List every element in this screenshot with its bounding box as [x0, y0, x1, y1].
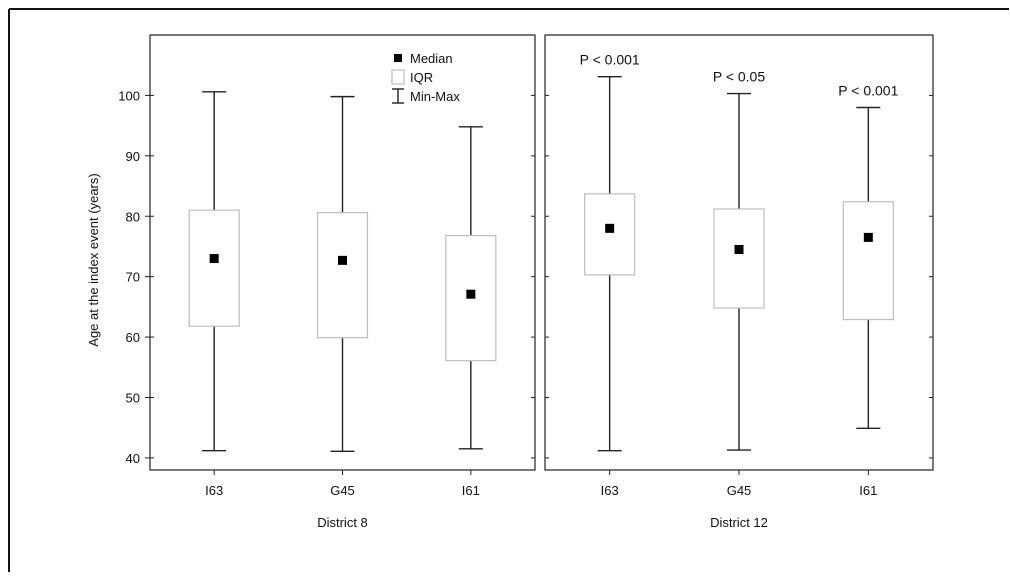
group-label: District 8	[317, 515, 368, 530]
y-tick-label: 50	[126, 391, 140, 406]
y-tick-label: 40	[126, 451, 140, 466]
median-marker	[863, 232, 873, 242]
legend-entry-iqr: IQR	[391, 69, 433, 85]
x-tick-label: G45	[330, 483, 355, 498]
median-marker	[605, 223, 615, 233]
y-tick-label: 100	[118, 88, 140, 103]
iqr-box	[188, 209, 240, 327]
y-tick-label: 90	[126, 149, 140, 164]
x-tick-label: I63	[601, 483, 619, 498]
legend-label: IQR	[410, 70, 433, 85]
legend-label: Median	[410, 51, 453, 66]
iqr-box	[584, 193, 636, 276]
box-district-8-i61: I61	[445, 126, 497, 498]
box-district-12-g45: G45 P < 0.05	[713, 69, 766, 498]
median-marker	[466, 289, 476, 299]
median-marker	[338, 255, 347, 265]
iqr-box	[713, 208, 765, 309]
group-label: District 12	[710, 515, 768, 530]
x-tick-label: G45	[727, 483, 752, 498]
iqr-box	[842, 201, 894, 321]
legend-entry-min-max: Min-Max	[392, 88, 460, 104]
pvalue-label: P < 0.001	[838, 83, 898, 99]
legend: Median IQR Min-Max	[391, 51, 460, 104]
panels-layer: 40 50 60 70 80 90 100 I63 G45 I61 District 8 I63 P <…	[118, 34, 934, 530]
median-marker	[734, 244, 744, 254]
pvalue-label: P < 0.001	[580, 52, 640, 68]
panel-2: I63 P < 0.001 G45 P < 0.05 I61 P < 0.001 Distr…	[544, 34, 934, 530]
box-district-8-g45: G45	[316, 95, 369, 498]
y-tick-label: 70	[126, 270, 140, 285]
box-district-12-i61: I61 P < 0.001	[838, 83, 898, 499]
x-tick-label: I61	[462, 483, 480, 498]
x-tick-label: I61	[859, 483, 877, 498]
y-tick-label: 80	[126, 209, 140, 224]
y-tick-label: 60	[126, 330, 140, 345]
x-tick-label: I63	[205, 483, 223, 498]
legend-entry-median: Median	[394, 51, 453, 66]
pvalue-label: P < 0.05	[713, 69, 766, 85]
median-marker	[209, 254, 219, 264]
legend-median-symbol	[394, 54, 402, 62]
box-district-12-i63: I63 P < 0.001	[580, 52, 640, 498]
y-axis-label: Age at the index event (years)	[86, 173, 101, 346]
box-district-8-i63: I63	[188, 91, 240, 498]
legend-label: Min-Max	[410, 89, 460, 104]
panel-1: 40 50 60 70 80 90 100 I63 G45 I61 District 8	[118, 34, 536, 530]
iqr-box	[316, 212, 369, 339]
legend-iqr-symbol	[391, 69, 405, 85]
